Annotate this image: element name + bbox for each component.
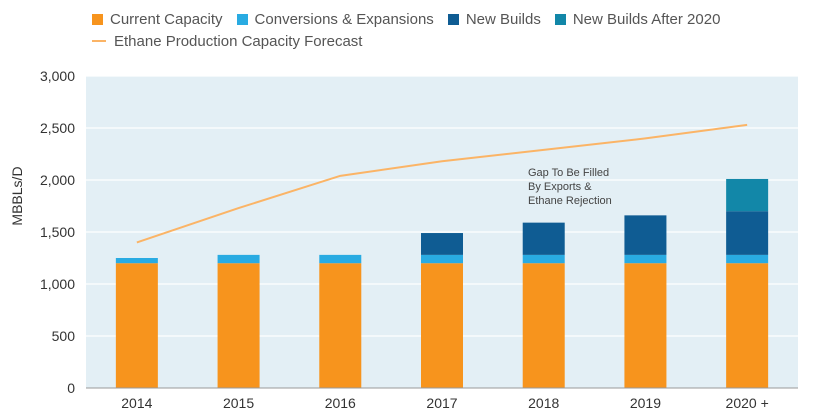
bar-segment-current-capacity [115, 263, 158, 388]
legend-swatch-new-builds-after-2020 [554, 13, 566, 25]
bar-segment-current-capacity [522, 263, 565, 388]
bar-segment-conversions-expansions [522, 254, 565, 264]
legend-label-new-builds: New Builds [465, 10, 541, 28]
annotation-line-1: Gap To Be Filled [528, 167, 609, 179]
x-tick-label: 2019 [630, 395, 661, 411]
legend: Current Capacity Conversions & Expansion… [92, 8, 812, 52]
y-tick-label: 500 [52, 328, 76, 344]
forecast-line [136, 123, 748, 244]
legend-row-bars: Current Capacity Conversions & Expansion… [92, 8, 812, 30]
bar-segment-current-capacity [217, 263, 260, 388]
bar-segment-new-builds [522, 222, 565, 255]
forecast-line-group [136, 123, 748, 244]
bar-segment-new-builds [421, 233, 463, 255]
bar-segment-conversions-expansions [115, 258, 158, 264]
bar-segment-new-builds-after-2020 [726, 178, 769, 212]
x-tick-label: 2018 [528, 395, 559, 411]
bar-segment-current-capacity [624, 263, 667, 388]
legend-item-current-capacity: Current Capacity [92, 11, 223, 28]
bar-segment-new-builds [726, 211, 769, 255]
bars [115, 178, 769, 388]
y-tick-label: 1,000 [40, 276, 75, 292]
bar-segment-conversions-expansions [217, 254, 260, 264]
bar-segment-conversions-expansions [421, 254, 463, 264]
y-tick-labels: 0 500 1,000 1,500 2,000 2,500 3,000 [40, 68, 75, 396]
x-tick-label: 2017 [426, 395, 457, 411]
y-tick-label: 0 [67, 380, 75, 396]
y-tick-label: 2,000 [40, 172, 75, 188]
bar-segment-current-capacity [726, 263, 769, 388]
bar-segment-new-builds [624, 215, 667, 255]
bar-segment-current-capacity [421, 263, 463, 388]
bar-segment-conversions-expansions [726, 254, 769, 264]
x-tick-label: 2020 + [726, 395, 769, 411]
annotation-line-2: By Exports & [528, 181, 592, 193]
y-tick-label: 3,000 [40, 68, 75, 84]
legend-swatch-ethane-forecast [92, 40, 106, 42]
bar-segment-conversions-expansions [624, 254, 667, 264]
legend-item-conversions-expansions: Conversions & Expansions [236, 10, 434, 28]
x-tick-label: 2016 [325, 395, 356, 411]
x-tick-label: 2015 [223, 395, 254, 411]
legend-item-new-builds: New Builds [447, 10, 541, 28]
bar-segment-conversions-expansions [319, 254, 362, 264]
legend-label-conversions-expansions: Conversions & Expansions [254, 10, 434, 28]
legend-swatch-current-capacity [92, 13, 103, 25]
legend-label-ethane-forecast: Ethane Production Capacity Forecast [114, 32, 363, 50]
legend-item-ethane-forecast: Ethane Production Capacity Forecast [92, 33, 362, 50]
annotation-line-3: Ethane Rejection [528, 195, 612, 207]
bar-segment-current-capacity [319, 263, 362, 388]
x-tick-labels: 2014 2015 2016 2017 2018 2019 2020 + [121, 395, 768, 411]
legend-swatch-new-builds [447, 13, 459, 25]
legend-swatch-conversions-expansions [236, 13, 248, 25]
y-axis-label: MBBLs/D [9, 166, 25, 225]
legend-item-new-builds-after-2020: New Builds After 2020 [554, 10, 721, 28]
legend-label-current-capacity: Current Capacity [110, 10, 223, 28]
annotation-gap: Gap To Be Filled By Exports & Ethane Rej… [528, 167, 612, 207]
y-tick-label: 1,500 [40, 224, 75, 240]
y-tick-label: 2,500 [40, 120, 75, 136]
x-tick-label: 2014 [121, 395, 152, 411]
legend-label-new-builds-after-2020: New Builds After 2020 [572, 10, 721, 28]
legend-row-line: Ethane Production Capacity Forecast [92, 30, 812, 52]
